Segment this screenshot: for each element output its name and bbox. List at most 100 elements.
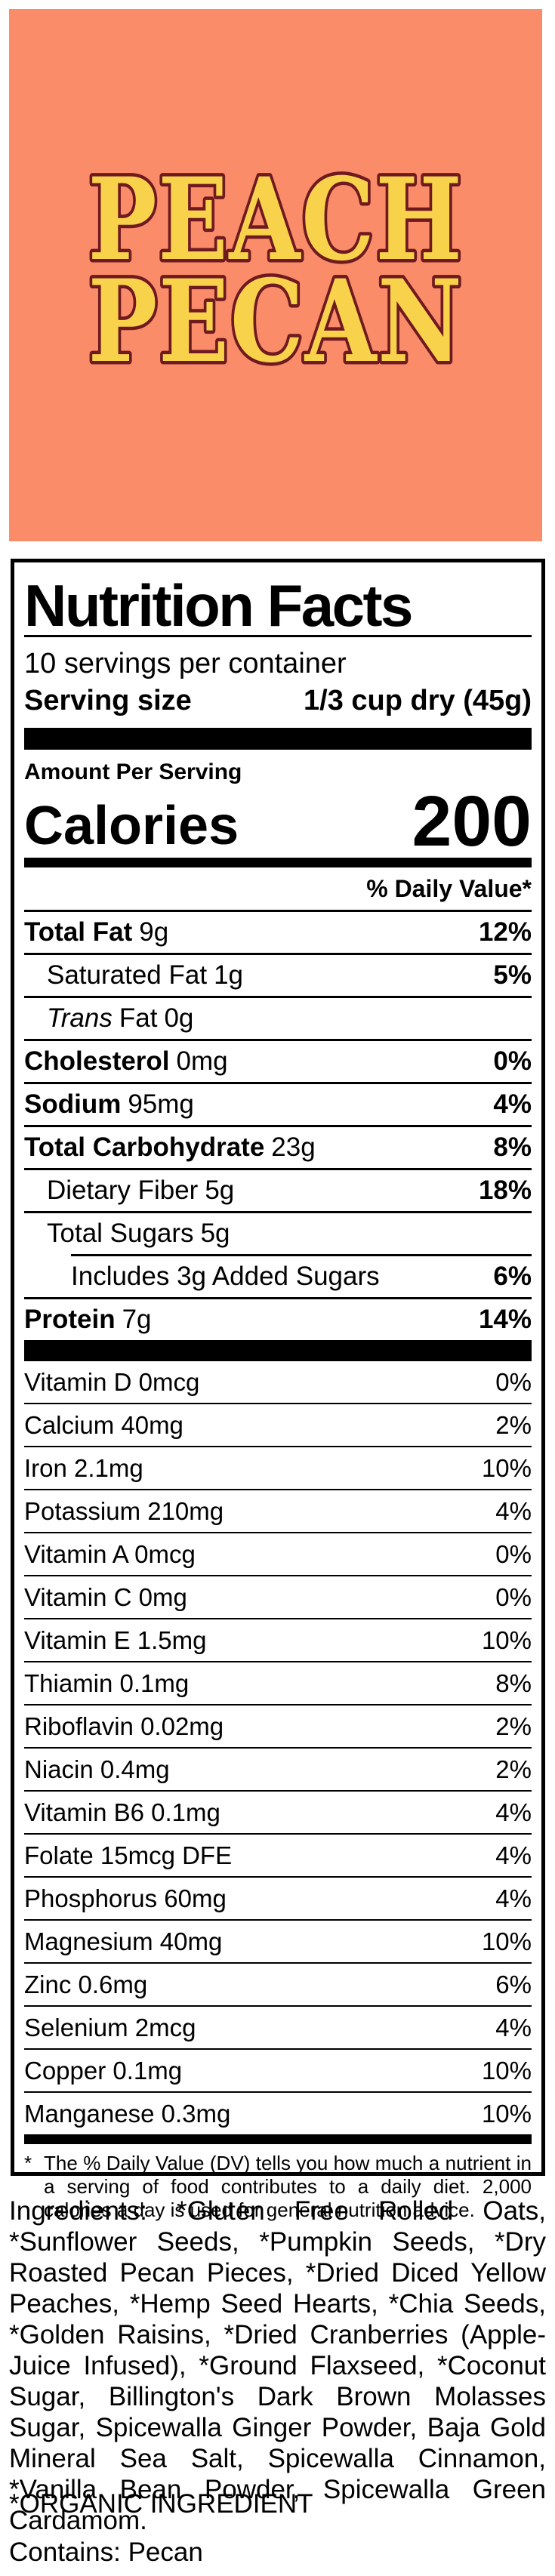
nutrient-dv: 0%	[493, 1046, 532, 1077]
nutrient-row-saturated-fat: Saturated Fat 1g 5%	[24, 955, 532, 999]
flavor-line-1: PEACH	[88, 153, 464, 286]
nutrient-name: Total Fat	[24, 917, 133, 948]
flavor-title-art: PEACH PECAN	[85, 150, 465, 392]
micro-label: Folate 15mcg DFE	[24, 1841, 233, 1869]
micro-row-manganese: Manganese 0.3mg 10%	[24, 2093, 532, 2134]
nutrient-name: Total Carbohydrate	[24, 1132, 265, 1163]
daily-value-header: % Daily Value*	[24, 867, 532, 913]
micro-row-vitamin-e: Vitamin E 1.5mg 10%	[24, 1619, 532, 1663]
nutrient-dv: 5%	[493, 960, 532, 991]
footnote-asterisk: *	[24, 2152, 32, 2175]
micro-row-iron: Iron 2.1mg 10%	[24, 1447, 532, 1491]
micro-row-vitamin-c: Vitamin C 0mg 0%	[24, 1576, 532, 1620]
micro-row-niacin: Niacin 0.4mg 2%	[24, 1749, 532, 1792]
flavor-line-2: PECAN	[88, 255, 464, 388]
amount-per-serving-label: Amount Per Serving	[24, 760, 242, 785]
micro-dv: 4%	[495, 1798, 532, 1826]
micro-label: Manganese 0.3mg	[24, 2099, 231, 2128]
calories-label: Calories	[24, 795, 239, 856]
separator-bar-medium	[24, 858, 532, 868]
nutrient-name: Saturated Fat	[47, 960, 208, 991]
nutrient-name-group: Cholesterol 0mg	[24, 1046, 228, 1077]
micro-dv: 0%	[495, 1539, 532, 1568]
nutrient-row-protein: Protein 7g 14%	[24, 1297, 532, 1340]
micro-label: Thiamin 0.1mg	[24, 1669, 190, 1697]
nutrient-name: Cholesterol	[24, 1046, 170, 1077]
serving-size-value: 1/3 cup dry (45g)	[304, 684, 532, 716]
nutrient-name-group: Saturated Fat 1g	[47, 960, 243, 991]
nutrient-name: Protein	[24, 1305, 116, 1335]
micro-dv: 0%	[495, 1582, 532, 1611]
nutrient-row-trans-fat: Trans Fat 0g	[24, 998, 532, 1042]
micro-label: Magnesium 40mg	[24, 1927, 223, 1955]
nutrient-amount: 0mg	[176, 1046, 228, 1077]
nutrient-name-group: Protein 7g	[24, 1305, 152, 1335]
nutrient-dv: 12%	[478, 917, 532, 948]
micro-label: Vitamin E 1.5mg	[24, 1625, 207, 1654]
micro-dv: 10%	[481, 1927, 532, 1955]
allergen-statement: Contains: Pecan	[9, 2537, 203, 2567]
micro-row-calcium: Calcium 40mg 2%	[24, 1404, 532, 1448]
nutrient-dv: 4%	[493, 1089, 532, 1120]
micro-dv: 8%	[495, 1669, 532, 1697]
micro-dv: 10%	[481, 2056, 532, 2085]
nutrient-name: Fat	[119, 1003, 158, 1034]
micro-row-magnesium: Magnesium 40mg 10%	[24, 1921, 532, 1964]
nutrient-name-group: Trans Fat 0g	[47, 1003, 193, 1034]
nutrient-row-total-carbohydrate: Total Carbohydrate 23g 8%	[24, 1127, 532, 1171]
ingredients-paragraph: Ingredients: *Gluten Free Rolled Oats, *…	[9, 2196, 546, 2535]
micro-dv: 10%	[481, 2099, 532, 2128]
nutrient-name: Sodium	[24, 1089, 122, 1120]
nutrient-row-dietary-fiber: Dietary Fiber 5g 18%	[24, 1170, 532, 1214]
micro-row-selenium: Selenium 2mcg 4%	[24, 2007, 532, 2051]
micro-label: Vitamin D 0mcg	[24, 1367, 200, 1396]
nutrient-amount: 7g	[122, 1305, 152, 1335]
nutrient-amount: 95mg	[128, 1089, 194, 1120]
micro-label: Copper 0.1mg	[24, 2056, 183, 2085]
micro-row-vitamin-d: Vitamin D 0mcg 0%	[24, 1361, 532, 1405]
micro-row-riboflavin: Riboflavin 0.02mg 2%	[24, 1706, 532, 1749]
micro-row-potassium: Potassium 210mg 4%	[24, 1490, 532, 1534]
micro-dv: 2%	[495, 1410, 532, 1439]
nutrient-amount: 1g	[214, 960, 244, 991]
nutrition-facts-panel: Nutrition Facts 10 servings per containe…	[11, 559, 545, 2221]
micro-dv: 10%	[481, 1625, 532, 1654]
nutrient-name-group: Total Sugars 5g	[47, 1219, 230, 1249]
micro-dv: 0%	[495, 1367, 532, 1396]
nutrient-dv: 14%	[478, 1305, 532, 1335]
flavor-banner: PEACH PECAN	[9, 9, 542, 541]
micro-dv: 2%	[495, 1755, 532, 1783]
serving-size-row: Serving size 1/3 cup dry (45g)	[24, 685, 532, 718]
nutrition-facts-title: Nutrition Facts	[24, 572, 413, 639]
micro-dv: 10%	[481, 1453, 532, 1482]
nutrient-dv: 6%	[493, 1262, 532, 1292]
nutrient-name-group: Sodium 95mg	[24, 1089, 194, 1120]
nutrient-row-sodium: Sodium 95mg 4%	[24, 1084, 532, 1128]
micro-dv: 6%	[495, 1970, 532, 1998]
daily-value-footnote: * The % Daily Value (DV) tells you how m…	[24, 2144, 532, 2222]
micro-row-thiamin: Thiamin 0.1mg 8%	[24, 1662, 532, 1706]
nutrient-row-total-sugars: Total Sugars 5g	[24, 1213, 532, 1254]
nutrient-dv: 18%	[478, 1176, 532, 1206]
calories-value: 200	[412, 781, 532, 861]
micro-label: Iron 2.1mg	[24, 1453, 143, 1482]
nutrient-amount: 5g	[205, 1176, 235, 1206]
nutrient-row-total-fat: Total Fat 9g 12%	[24, 912, 532, 956]
micro-label: Vitamin B6 0.1mg	[24, 1798, 220, 1826]
micro-dv: 2%	[495, 1712, 532, 1740]
micro-label: Phosphorus 60mg	[24, 1884, 227, 1912]
serving-size-label: Serving size	[24, 684, 192, 716]
title-rule	[24, 635, 532, 637]
micro-label: Potassium 210mg	[24, 1496, 224, 1525]
calories-row: Calories 200	[24, 781, 532, 861]
nutrient-name-italic: Trans	[47, 1003, 113, 1034]
micro-row-vitamin-b6: Vitamin B6 0.1mg 4%	[24, 1792, 532, 1835]
organic-ingredient-note: *ORGANIC INGREDIENT	[9, 2489, 313, 2519]
nutrient-amount: 0g	[164, 1003, 194, 1034]
nutrient-name-group: Total Carbohydrate 23g	[24, 1132, 316, 1163]
micro-row-folate: Folate 15mcg DFE 4%	[24, 1835, 532, 1878]
servings-per-container: 10 servings per container	[24, 648, 347, 679]
micro-dv: 4%	[495, 1884, 532, 1912]
separator-bar-medium	[24, 2134, 532, 2145]
